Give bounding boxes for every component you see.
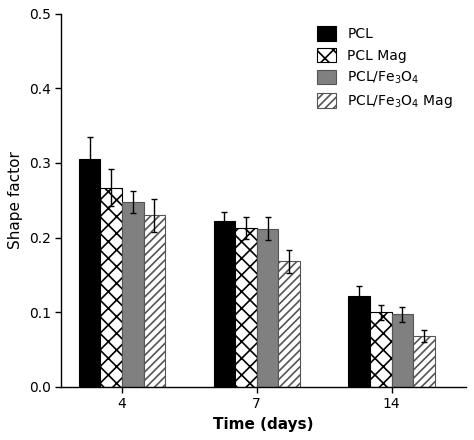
Bar (278, 261, 300, 387)
Bar (392, 314, 413, 387)
Bar (79, 159, 100, 387)
Bar (370, 312, 392, 387)
Bar (122, 202, 144, 387)
Y-axis label: Shape factor: Shape factor (9, 151, 23, 249)
Bar (214, 221, 235, 387)
Bar (235, 228, 257, 387)
Bar (100, 187, 122, 387)
Bar (348, 296, 370, 387)
Bar (257, 229, 278, 387)
X-axis label: Time (days): Time (days) (213, 417, 314, 432)
Bar (144, 215, 165, 387)
Legend: PCL, PCL Mag, PCL/Fe$_3$O$_4$, PCL/Fe$_3$O$_4$ Mag: PCL, PCL Mag, PCL/Fe$_3$O$_4$, PCL/Fe$_3… (311, 21, 459, 116)
Bar (413, 336, 435, 387)
